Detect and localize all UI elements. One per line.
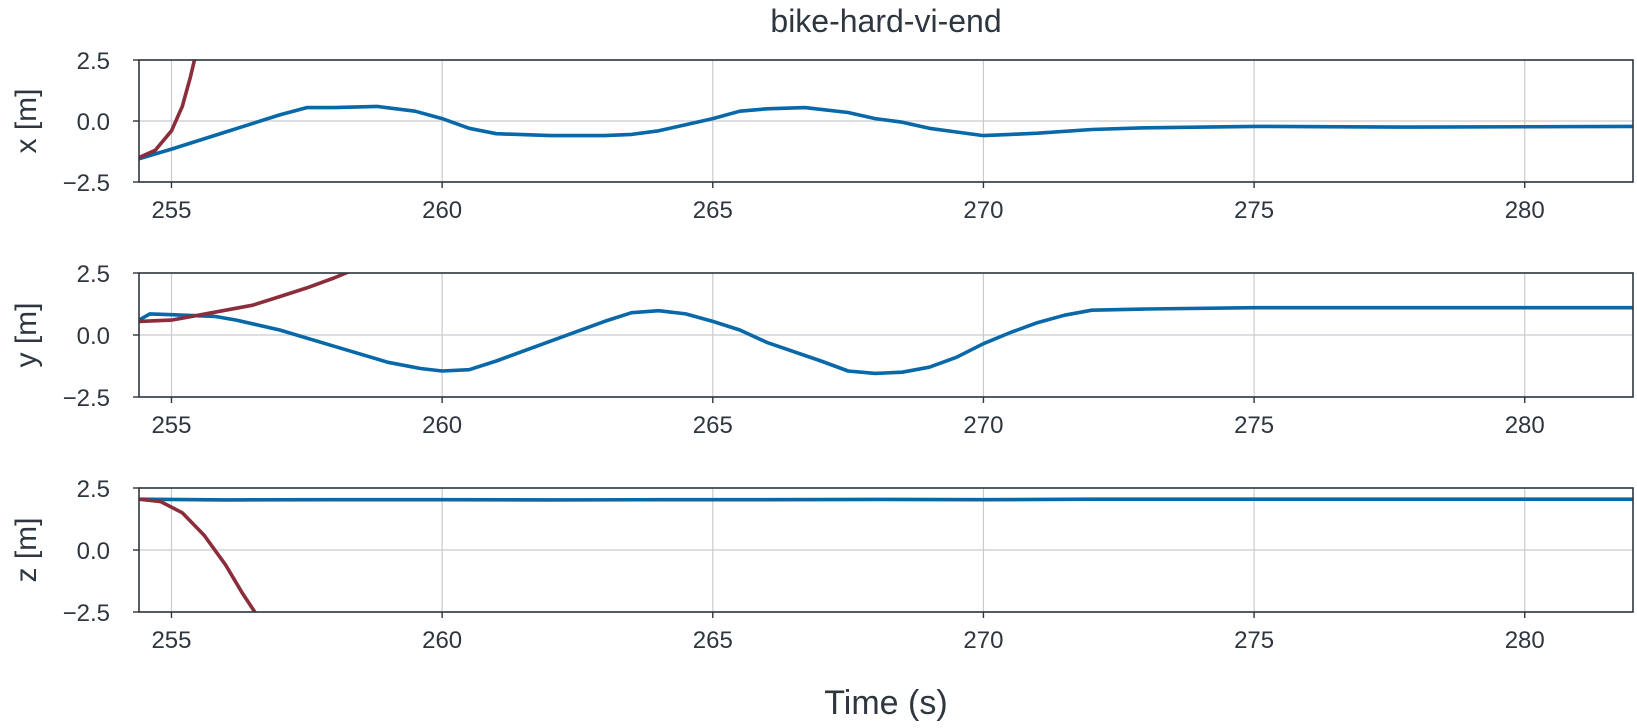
y-tick-label: 0.0: [77, 109, 110, 136]
subplot-x: 255 260 265 270 275 280 2.5 0.0 −2.5 x [m]: [10, 48, 1634, 224]
x-axis-label: Time (s): [824, 684, 947, 722]
y-tick-label: −2.5: [63, 600, 110, 627]
x-tick-label: 255: [151, 197, 191, 224]
chart-title: bike-hard-vi-end: [770, 3, 1001, 39]
x-tick-label: 260: [422, 197, 462, 224]
series-line-blue: [139, 104, 1633, 161]
series-line-red: [139, 60, 197, 160]
x-tick-label: 275: [1234, 412, 1274, 439]
y-tick-label: −2.5: [63, 385, 110, 412]
series-line-red: [139, 497, 257, 612]
x-tick-label: 280: [1505, 627, 1545, 654]
x-tick-label: 260: [422, 412, 462, 439]
x-tick-label: 275: [1234, 197, 1274, 224]
x-tick-label: 265: [693, 627, 733, 654]
y-axis-label: y [m]: [10, 303, 43, 368]
x-tick-label: 265: [693, 197, 733, 224]
y-tick-label: 2.5: [77, 476, 110, 503]
x-tick-label: 270: [963, 627, 1003, 654]
x-tick-label: 280: [1505, 412, 1545, 439]
series-line-blue: [139, 305, 1633, 376]
y-tick-label: −2.5: [63, 170, 110, 197]
series-line-red: [139, 273, 351, 324]
x-tick-label: 270: [963, 412, 1003, 439]
x-tick-label: 280: [1505, 197, 1545, 224]
y-tick-label: 0.0: [77, 323, 110, 350]
x-tick-label: 270: [963, 197, 1003, 224]
x-tick-label: 255: [151, 627, 191, 654]
series-line-blue: [139, 497, 1633, 502]
y-tick-label: 2.5: [77, 48, 110, 75]
y-tick-label: 0.0: [77, 538, 110, 565]
x-tick-label: 275: [1234, 627, 1274, 654]
y-axis-label: x [m]: [10, 89, 43, 154]
x-tick-label: 260: [422, 627, 462, 654]
subplot-z: 255 260 265 270 275 280 2.5 0.0 −2.5 z [m]: [10, 476, 1634, 654]
y-axis-label: z [m]: [10, 518, 43, 583]
subplot-y: 255 260 265 270 275 280 2.5 0.0 −2.5 y [m]: [10, 261, 1634, 439]
x-tick-label: 255: [151, 412, 191, 439]
x-tick-label: 265: [693, 412, 733, 439]
y-tick-label: 2.5: [77, 261, 110, 288]
